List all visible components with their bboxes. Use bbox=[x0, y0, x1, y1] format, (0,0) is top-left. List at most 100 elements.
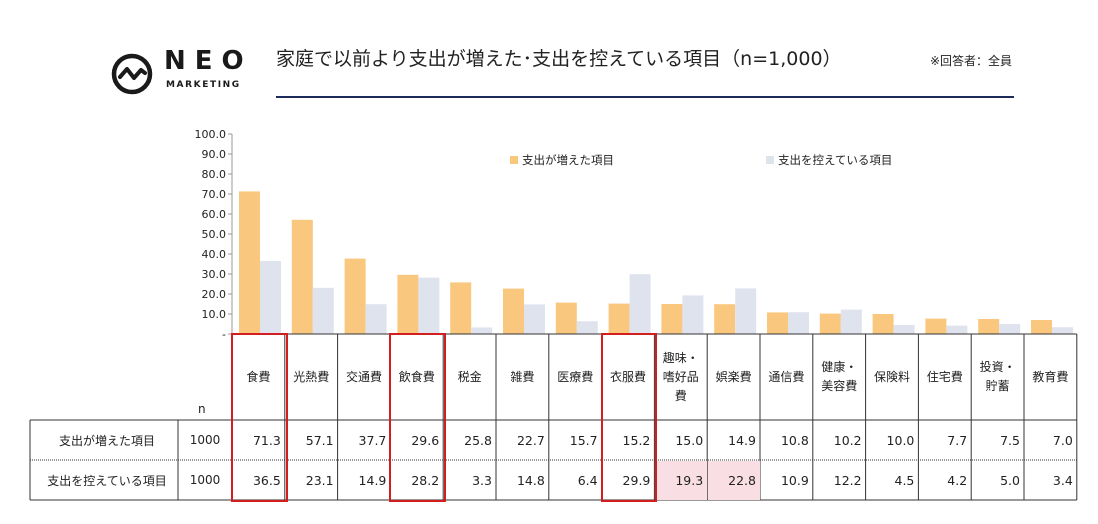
bar-reduced bbox=[1052, 327, 1073, 334]
chart-title: 家庭で以前より支出が増えた･支出を控えている項目（n=1,000） bbox=[276, 48, 842, 70]
category-header: 税金 bbox=[443, 334, 496, 420]
bar-increased bbox=[661, 304, 683, 334]
y-axis: 100.0 90.0 80.0 70.0 60.0 50.0 40.0 30.0 20.0 10.… bbox=[195, 128, 233, 341]
table-value-cell: 29.9 bbox=[622, 473, 651, 488]
category-header-line: 美容費 bbox=[821, 379, 858, 393]
logo-wordmark: NEO bbox=[164, 46, 253, 76]
category-header-line: 趣味・ bbox=[662, 350, 699, 365]
table-value-cell: 5.0 bbox=[1000, 473, 1020, 488]
y-tick-label: 100.0 bbox=[195, 128, 227, 141]
category-header: 雑費 bbox=[496, 334, 549, 420]
bar-increased bbox=[714, 304, 736, 334]
bar-increased bbox=[291, 219, 313, 334]
category-header-line: 娯楽費 bbox=[715, 369, 752, 384]
table-value-cell: 14.9 bbox=[728, 433, 756, 448]
y-tick-label: 40.0 bbox=[202, 248, 227, 261]
table-value-cell: 15.0 bbox=[675, 433, 704, 448]
logo-pulse-icon bbox=[111, 53, 153, 95]
category-header-line: 飲食費 bbox=[398, 369, 435, 384]
n-column-header: n bbox=[198, 402, 206, 416]
row-label: 支出が増えた項目 bbox=[58, 433, 155, 448]
category-header: 衣服費 bbox=[602, 334, 655, 420]
bar-increased bbox=[450, 282, 472, 334]
highlight-box bbox=[389, 333, 447, 502]
bar-reduced bbox=[260, 261, 281, 334]
category-header-line: 住宅費 bbox=[926, 369, 963, 384]
highlight-box bbox=[231, 333, 288, 502]
category-header: 光熱費 bbox=[285, 334, 338, 420]
table-value-cell: 71.3 bbox=[252, 433, 281, 448]
category-header: 教育費 bbox=[1024, 334, 1077, 420]
category-header-line: 教育費 bbox=[1032, 369, 1069, 384]
category-header: 通信費 bbox=[760, 334, 813, 420]
bar-increased bbox=[872, 314, 894, 334]
table-value-cell: 4.5 bbox=[894, 473, 915, 488]
bar-reduced bbox=[946, 325, 968, 334]
table-value-cell: 3.3 bbox=[472, 473, 492, 488]
category-header: 医療費 bbox=[549, 334, 602, 420]
bar-reduced bbox=[682, 295, 704, 334]
bar-reduced bbox=[312, 287, 334, 334]
category-header-line: 交通費 bbox=[345, 369, 382, 384]
bar-increased bbox=[819, 313, 841, 334]
category-header: 交通費 bbox=[338, 334, 391, 420]
legend-swatch bbox=[510, 156, 518, 164]
table-value-cell: 15.7 bbox=[569, 433, 598, 448]
bar-increased bbox=[344, 258, 366, 334]
bar-reduced bbox=[788, 312, 809, 334]
bar-reduced bbox=[893, 325, 915, 334]
bar-increased bbox=[397, 274, 419, 334]
bar-increased bbox=[1031, 320, 1052, 334]
y-tick-label: 20.0 bbox=[202, 288, 227, 301]
respondent-note: ※回答者：全員 bbox=[930, 54, 1013, 68]
table-value-cell: 28.2 bbox=[411, 473, 440, 488]
y-tick-label: 10.0 bbox=[202, 308, 227, 321]
category-header-line: 貯蓄 bbox=[985, 379, 1010, 393]
y-tick-label: 60.0 bbox=[202, 208, 227, 221]
y-tick-label: 80.0 bbox=[202, 168, 227, 181]
logo-subtext: MARKETING bbox=[166, 80, 241, 90]
table-value-cell: 15.2 bbox=[622, 433, 651, 448]
bar-increased bbox=[767, 312, 788, 334]
legend-label: 支出を控えている項目 bbox=[778, 153, 892, 167]
bar-increased bbox=[608, 303, 630, 334]
table-value-cell: 10.9 bbox=[780, 473, 809, 488]
category-header-line: 医療費 bbox=[557, 369, 594, 384]
legend-swatch bbox=[766, 156, 774, 164]
bar-reduced bbox=[840, 309, 862, 334]
bar-reduced bbox=[999, 324, 1021, 334]
legend-label: 支出が増えた項目 bbox=[522, 153, 614, 167]
table-value-cell: 10.8 bbox=[780, 433, 809, 448]
category-header-line: 食費 bbox=[246, 369, 271, 384]
bar-reduced bbox=[576, 321, 598, 334]
table-value-cell: 22.8 bbox=[708, 461, 760, 500]
bar-reduced bbox=[418, 277, 440, 334]
table-value-cell: 7.5 bbox=[1000, 433, 1020, 448]
bar-reduced bbox=[735, 288, 757, 334]
category-header-line: 投資・ bbox=[979, 360, 1016, 374]
table-value-cell: 14.8 bbox=[516, 473, 545, 488]
bar-reduced bbox=[629, 274, 651, 334]
category-header-line: 光熱費 bbox=[293, 369, 330, 384]
bar-increased bbox=[555, 302, 577, 334]
category-header: 保険料 bbox=[866, 334, 919, 420]
category-header: 趣味・ 嗜好品費 bbox=[654, 334, 707, 420]
bar-increased bbox=[925, 318, 947, 334]
y-tick-label: 90.0 bbox=[202, 148, 227, 161]
category-header-line: 税金 bbox=[457, 369, 482, 384]
bar-reduced bbox=[471, 327, 493, 334]
table-value-cell: 10.2 bbox=[833, 433, 862, 448]
category-header: 食費 bbox=[232, 334, 285, 420]
table-value-cell: 36.5 bbox=[252, 473, 281, 488]
table-value-cell: 19.3 bbox=[655, 461, 708, 500]
row-n-value: 1000 bbox=[189, 473, 221, 487]
bar-reduced bbox=[524, 304, 545, 334]
category-header: 娯楽費 bbox=[707, 334, 760, 420]
table-value-cell: 12.2 bbox=[833, 473, 862, 488]
category-header-line: 健康・ bbox=[821, 360, 858, 374]
bar-increased bbox=[503, 288, 524, 334]
category-header-line: 保険料 bbox=[873, 369, 910, 384]
y-tick-label: - bbox=[222, 328, 226, 341]
table-value-cell: 3.4 bbox=[1052, 473, 1073, 488]
